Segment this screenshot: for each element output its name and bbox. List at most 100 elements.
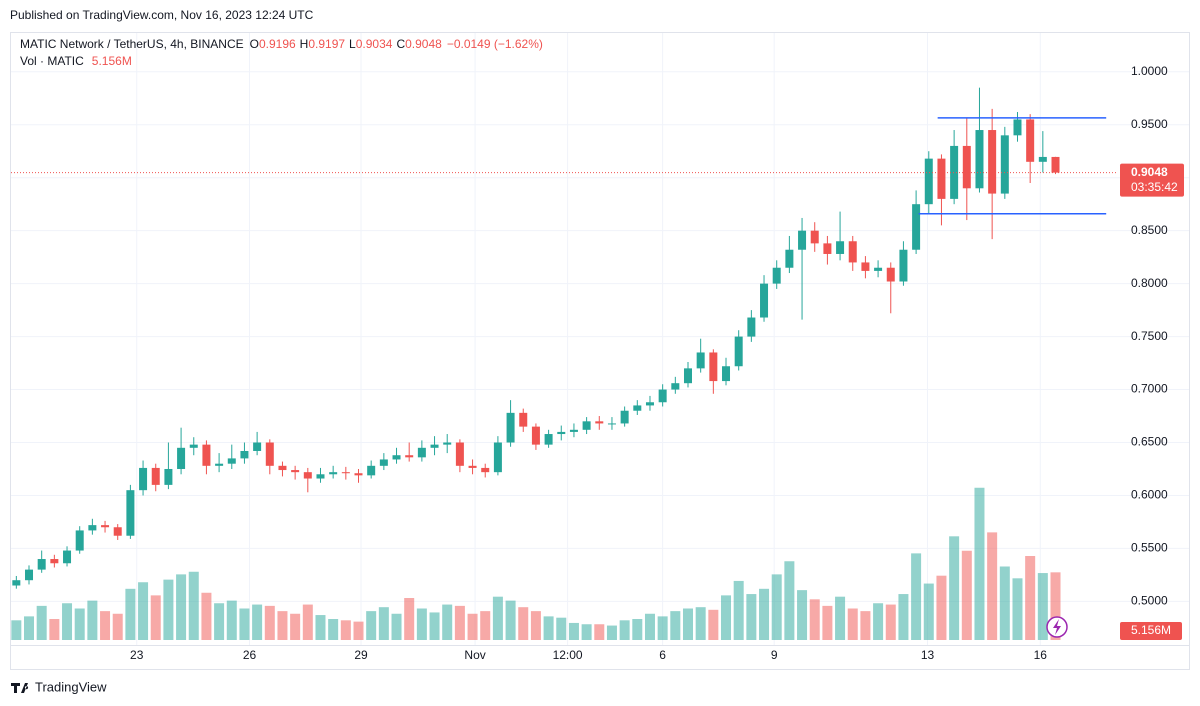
volume-bar [632,619,643,640]
volume-bar [11,620,22,640]
candle-body [240,450,249,459]
volume-bar [543,616,554,640]
volume-bar [581,624,592,640]
volume-bar [987,532,998,640]
volume-bar [163,579,174,640]
x-tick-label: 13 [921,648,935,662]
ohlc-letter: H [300,37,309,51]
candle-body [595,421,604,424]
volume-bar [797,590,808,640]
candle-body [25,569,34,581]
ohlc-close: 0.9048 [405,37,442,51]
volume-bar [923,583,934,640]
candle-body [189,444,198,448]
symbol: MATIC Network / TetherUS, 4h, BINANCE [20,37,244,51]
volume-bar [62,603,73,640]
volume-bar [480,611,491,640]
candle-body [417,447,426,458]
candle-body [1051,156,1060,173]
candle-body [722,366,731,382]
change: −0.0149 (−1.62%) [447,37,543,51]
candle-body [645,402,654,406]
ohlc-letter: C [396,37,405,51]
ohlc-open: 0.9196 [259,37,296,51]
volume-bar [315,615,326,640]
volume-bar [302,604,313,640]
x-tick-label: 26 [243,648,257,662]
volume-bar [188,571,199,640]
volume-bar [759,588,770,640]
candle-body [253,442,262,451]
y-tick-label: 0.5500 [1131,541,1168,555]
candle-body [379,459,388,466]
volume-bar [518,607,529,640]
volume-badge-value: 5.156M [1131,623,1171,637]
candle-body [772,267,781,284]
volume-bar [898,594,909,640]
candle-body [1000,135,1009,194]
ohlc-high: 0.9197 [308,37,345,51]
brand-logo: TradingView [11,679,107,694]
volume-bar [1025,556,1036,640]
candle-body [354,473,363,476]
y-tick-label: 0.9500 [1131,117,1168,131]
candle-body [12,580,21,586]
candle-body [139,467,148,491]
candle-body [265,442,274,466]
volume-bar [36,605,47,640]
candle-body [88,525,97,531]
replay-bolt [1053,619,1061,635]
candle-body [493,442,502,473]
volume-bar [492,596,503,640]
volume-bar [606,625,617,640]
candle-body [709,352,718,382]
volume-bar [74,608,85,640]
volume-bar [328,619,339,640]
candle-body [367,465,376,476]
volume-legend: Vol · MATIC 5.156M [20,54,132,68]
volume-bar [847,608,858,640]
volume-bar [454,605,465,640]
volume-bar [594,624,605,640]
candle-body [37,559,46,570]
volume-pane [11,487,1061,640]
candle-body [975,130,984,189]
candle-body [1013,119,1022,136]
volume-bar [657,616,668,640]
volume-bar [771,574,782,640]
volume-bar [530,611,541,640]
volume-bar [112,613,123,640]
volume-bar [277,611,288,640]
candle-body [392,455,401,460]
volume-value: 5.156M [92,54,132,68]
candle-body [633,405,642,411]
candle-body [1038,156,1047,162]
candle-body [836,241,845,254]
volume-title: Vol · MATIC [20,54,84,68]
volume-bar [49,619,60,640]
candle-body [569,429,578,432]
ohlc-letter: O [250,37,259,51]
candle-body [861,262,870,271]
volume-bar [809,599,820,640]
countdown: 03:35:42 [1131,180,1178,194]
volume-bar [644,613,655,640]
volume-bar [226,600,237,640]
volume-bar [150,595,161,640]
volume-bar [911,553,922,640]
brand-name: TradingView [35,679,107,694]
candle-body [760,283,769,318]
volume-bar [822,605,833,640]
volume-bar [784,561,795,640]
volume-bar [201,592,212,640]
y-tick-label: 0.6500 [1131,435,1168,449]
candle-body [316,474,325,479]
candle-body [962,145,971,189]
volume-bar [416,608,427,640]
volume-bar [885,604,896,640]
x-tick-label: 12:00 [553,648,583,662]
candle-body [303,472,312,479]
legend-line: MATIC Network / TetherUS, 4h, BINANCE O0.… [20,37,543,51]
candle-body [164,468,173,485]
candle-body [950,145,959,199]
